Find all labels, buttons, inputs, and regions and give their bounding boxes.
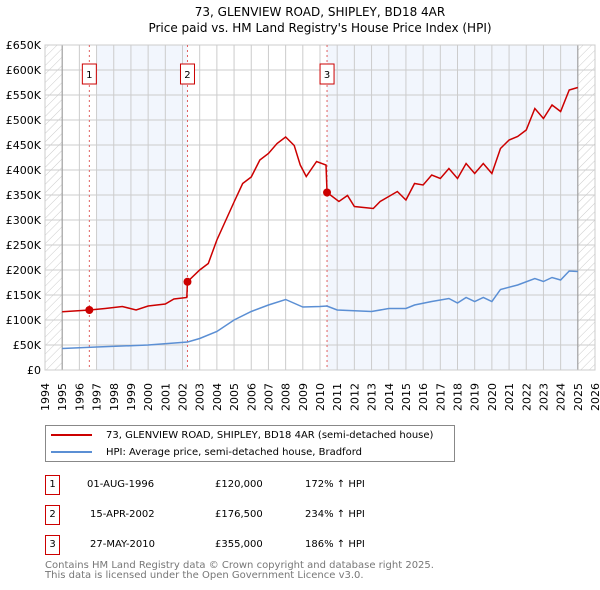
footer-copyright: Contains HM Land Registry data © Crown c…	[45, 560, 434, 571]
plot-border	[44, 44, 596, 371]
sale-marker-label: 2	[45, 505, 60, 525]
x-tick-label: 2013	[366, 383, 379, 411]
y-tick-label: £400K	[6, 164, 42, 177]
y-tick-label: £450K	[6, 139, 42, 152]
y-tick-label: £600K	[6, 64, 42, 77]
sale-marker-box	[81, 63, 97, 85]
x-tick-label: 2017	[434, 383, 447, 411]
x-tick-label: 2022	[520, 383, 533, 411]
series-line	[62, 270, 578, 350]
x-tick-label: 2005	[228, 383, 241, 411]
y-tick-label: £300K	[6, 214, 42, 227]
y-tick-label: £350K	[6, 189, 42, 202]
sale-marker-number: 2	[184, 70, 190, 81]
footer: Contains HM Land Registry data © Crown c…	[45, 561, 434, 581]
x-tick-label: 2019	[469, 383, 482, 411]
x-tick-label: 2006	[245, 383, 258, 411]
x-tick-label: 2009	[297, 383, 310, 411]
sale-marker-label: 1	[45, 475, 60, 495]
sale-marker-box	[179, 63, 195, 85]
sale-price: £355,000	[215, 539, 263, 550]
x-tick-label: 2020	[486, 383, 499, 411]
sale-date: 01-AUG-1996	[87, 479, 155, 490]
sale-date: 15-APR-2002	[90, 509, 155, 520]
x-tick-label: 2010	[314, 383, 327, 411]
y-tick-label: £150K	[6, 289, 42, 302]
sale-marker-number: 3	[324, 70, 330, 81]
sale-point	[323, 188, 332, 197]
y-tick-label: £50K	[13, 339, 42, 352]
x-tick-label: 2018	[452, 383, 465, 411]
sale-point	[85, 306, 94, 314]
y-tick-label: £200K	[6, 264, 42, 277]
chart-subtitle: Price paid vs. HM Land Registry's House …	[148, 21, 491, 35]
y-tick-label: £500K	[6, 114, 42, 127]
x-tick-label: 2015	[400, 383, 413, 411]
x-tick-label: 2003	[194, 383, 207, 411]
x-tick-label: 1998	[108, 383, 121, 411]
blue-line-swatch	[51, 451, 92, 453]
legend-label: HPI: Average price, semi-detached house,…	[106, 446, 362, 458]
x-tick-label: 2002	[177, 383, 190, 411]
sale-price: £120,000	[215, 479, 263, 490]
sale-hpi: 172% ↑ HPI	[305, 479, 365, 490]
x-tick-label: 1999	[125, 383, 138, 411]
sale-marker-label: 3	[45, 535, 60, 555]
hatched-range	[577, 45, 595, 370]
y-tick-label: £0	[27, 364, 41, 377]
legend: 73, GLENVIEW ROAD, SHIPLEY, BD18 4AR (se…	[45, 425, 455, 462]
table-row: 3 27-MAY-2010 £355,000 186% ↑ HPI	[45, 535, 445, 555]
table-row: 1 01-AUG-1996 £120,000 172% ↑ HPI	[45, 475, 445, 495]
legend-item-property: 73, GLENVIEW ROAD, SHIPLEY, BD18 4AR (se…	[46, 427, 433, 443]
sale-price: £176,500	[215, 509, 263, 520]
price-chart: 73, GLENVIEW ROAD, SHIPLEY, BD18 4AR Pri…	[6, 5, 600, 411]
x-tick-label: 2000	[142, 383, 155, 411]
x-tick-label: 1996	[73, 383, 86, 411]
y-tick-label: £650K	[6, 39, 42, 52]
hatched-range	[45, 45, 63, 370]
x-tick-label: 2025	[572, 383, 585, 411]
y-tick-label: £250K	[6, 239, 42, 252]
x-tick-label: 1997	[91, 383, 104, 411]
x-tick-label: 2011	[331, 383, 344, 411]
x-tick-label: 2001	[159, 383, 172, 411]
x-tick-label: 2024	[555, 383, 568, 411]
x-tick-label: 2021	[503, 383, 516, 411]
footer-licence: This data is licensed under the Open Gov…	[45, 570, 364, 581]
sale-marker-box	[319, 63, 335, 85]
x-tick-label: 2014	[383, 383, 396, 411]
sale-hpi: 234% ↑ HPI	[305, 509, 365, 520]
x-tick-label: 1994	[39, 383, 52, 411]
red-line-swatch	[51, 434, 92, 436]
y-tick-label: £550K	[6, 89, 42, 102]
x-tick-label: 2012	[348, 383, 361, 411]
x-tick-label: 2004	[211, 383, 224, 411]
x-tick-label: 2023	[537, 383, 550, 411]
x-tick-label: 2008	[280, 383, 293, 411]
chart-title: 73, GLENVIEW ROAD, SHIPLEY, BD18 4AR	[195, 5, 445, 19]
shaded-range	[96, 45, 188, 370]
y-tick-label: £100K	[6, 314, 42, 327]
x-tick-label: 1995	[56, 383, 69, 411]
legend-label: 73, GLENVIEW ROAD, SHIPLEY, BD18 4AR (se…	[106, 429, 434, 441]
table-row: 2 15-APR-2002 £176,500 234% ↑ HPI	[45, 505, 445, 525]
x-tick-label: 2026	[589, 383, 600, 411]
sale-marker-number: 1	[86, 70, 92, 81]
sale-hpi: 186% ↑ HPI	[305, 539, 365, 550]
x-tick-label: 2007	[262, 383, 275, 411]
legend-item-hpi: HPI: Average price, semi-detached house,…	[46, 444, 362, 460]
sale-point	[183, 277, 192, 286]
sale-date: 27-MAY-2010	[90, 539, 156, 550]
x-tick-label: 2016	[417, 383, 430, 411]
